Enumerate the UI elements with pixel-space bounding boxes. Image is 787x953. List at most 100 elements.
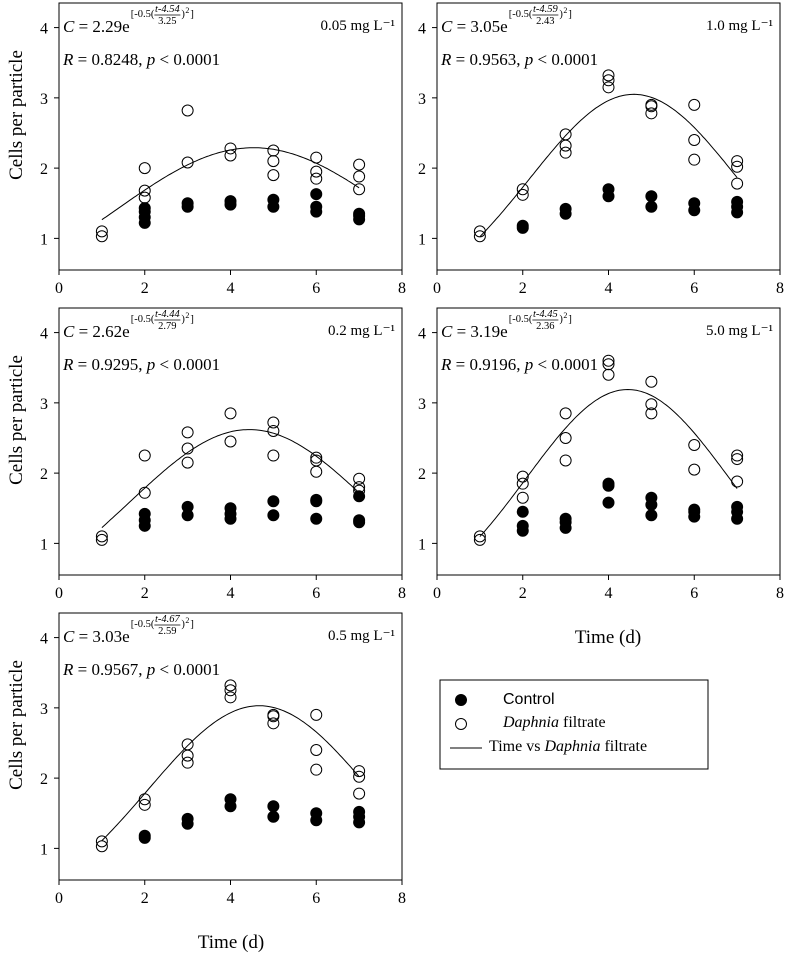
exponent-denominator: 2.79 — [158, 321, 176, 332]
y-tick-label: 4 — [40, 631, 48, 648]
filtrate-point — [516, 183, 529, 196]
filtrate-point — [181, 442, 194, 455]
fit-curve — [479, 93, 738, 238]
x-tick-label: 2 — [141, 890, 149, 907]
y-tick-label: 1 — [40, 841, 48, 858]
control-point — [353, 514, 366, 527]
filtrate-point — [473, 533, 486, 546]
stats-p-symbol: p — [146, 660, 156, 679]
x-tick-label: 8 — [398, 280, 406, 297]
equation-text: C = 3.05e — [441, 17, 508, 36]
filtrate-point — [138, 162, 151, 175]
x-tick-label: 8 — [398, 890, 406, 907]
plot-frame — [58, 612, 403, 881]
filtrate-point — [645, 107, 658, 120]
control-point — [645, 200, 658, 213]
legend-fit-label: Time vs Daphnia filtrate — [489, 738, 647, 756]
equation-exponent: [-0.5( — [131, 619, 155, 630]
control-point — [602, 496, 615, 509]
y-tick-label: 4 — [40, 326, 48, 343]
filtrate-point — [688, 153, 701, 166]
filtrate-point — [731, 475, 744, 488]
control-point — [138, 202, 151, 215]
stats-r-symbol: R — [62, 50, 74, 69]
exponent-numerator: t-4.59 — [533, 4, 559, 15]
filtrate-point — [559, 454, 572, 467]
filtrate-point — [310, 165, 323, 178]
equation-exponent: [-0.5( — [131, 314, 155, 325]
control-point — [138, 507, 151, 520]
y-tick-label: 4 — [418, 326, 426, 343]
filtrate-point — [95, 530, 108, 543]
control-point — [310, 200, 323, 213]
exponent-bracket: ] — [190, 9, 194, 20]
exponent-open: [-0.5( — [509, 314, 533, 325]
filtrate-point — [267, 169, 280, 182]
filtrate-point — [602, 368, 615, 381]
stats-r-value: = 0.8248, — [73, 50, 146, 69]
exponent-numerator: t-4.45 — [533, 309, 558, 320]
filtrate-point — [473, 530, 486, 543]
equation-equals: = 2.62e — [74, 322, 129, 341]
filtrate-point — [95, 840, 108, 853]
exponent-denominator: 2.59 — [158, 626, 176, 637]
stats-r-value: = 0.9196, — [451, 355, 524, 374]
equation-exponent: [-0.5( — [509, 314, 533, 325]
legend-filtrate-italic: Daphnia — [503, 714, 559, 731]
x-tick-label: 2 — [519, 585, 527, 602]
control-point — [310, 493, 323, 506]
exponent-close: ) — [559, 9, 563, 20]
stats-p-symbol: p — [524, 355, 534, 374]
control-point — [516, 219, 529, 232]
stats-r-value: = 0.9563, — [451, 50, 524, 69]
legend-fit-rest: filtrate — [600, 738, 648, 755]
y-tick-label: 2 — [40, 771, 48, 788]
filtrate-point — [138, 798, 151, 811]
y-tick-label: 1 — [418, 536, 426, 553]
control-point — [688, 503, 701, 516]
filtrate-point — [181, 456, 194, 469]
equation-symbol: C — [63, 17, 75, 36]
plot-frame — [436, 307, 781, 576]
filtrate-point — [310, 465, 323, 478]
filtrate-point — [688, 463, 701, 476]
control-point — [181, 500, 194, 513]
filtrate-point — [181, 156, 194, 169]
stats-text: R = 0.9563, p < 0.0001 — [440, 50, 598, 69]
exponent-close: ) — [181, 619, 185, 630]
y-tick-label: 2 — [40, 466, 48, 483]
control-point — [602, 183, 615, 196]
control-point — [310, 807, 323, 820]
stats-r-symbol: R — [62, 355, 74, 374]
x-tick-label: 6 — [312, 890, 320, 907]
filtrate-point — [731, 160, 744, 173]
filtrate-point — [138, 191, 151, 204]
control-point — [645, 190, 658, 203]
exponent-numerator: t-4.67 — [155, 614, 181, 625]
filtrate-point — [181, 426, 194, 439]
concentration-label: 0.05 mg L⁻¹ — [321, 18, 396, 34]
exponent-denominator: 2.36 — [536, 321, 554, 332]
control-point — [310, 188, 323, 201]
stats-r-symbol: R — [440, 50, 452, 69]
legend-control-label: Control — [503, 691, 555, 708]
stats-r-value: = 0.9567, — [73, 660, 146, 679]
filtrate-point — [516, 470, 529, 483]
x-tick-label: 0 — [433, 585, 441, 602]
control-point — [559, 512, 572, 525]
filtrate-point — [731, 453, 744, 466]
equation-text: C = 2.62e — [63, 322, 130, 341]
y-tick-label: 4 — [40, 21, 48, 38]
exponent-bracket: ] — [568, 9, 572, 20]
filtrate-point — [353, 787, 366, 800]
filtrate-point — [267, 449, 280, 462]
control-point — [267, 193, 280, 206]
y-tick-label: 3 — [40, 701, 48, 718]
legend-fit-prefix: Time vs — [489, 738, 545, 755]
filtrate-point — [181, 749, 194, 762]
equation-text: C = 3.03e — [63, 627, 130, 646]
equation-symbol: C — [63, 322, 75, 341]
equation-equals: = 3.05e — [452, 17, 507, 36]
stats-p-value: < 0.0001 — [155, 50, 220, 69]
